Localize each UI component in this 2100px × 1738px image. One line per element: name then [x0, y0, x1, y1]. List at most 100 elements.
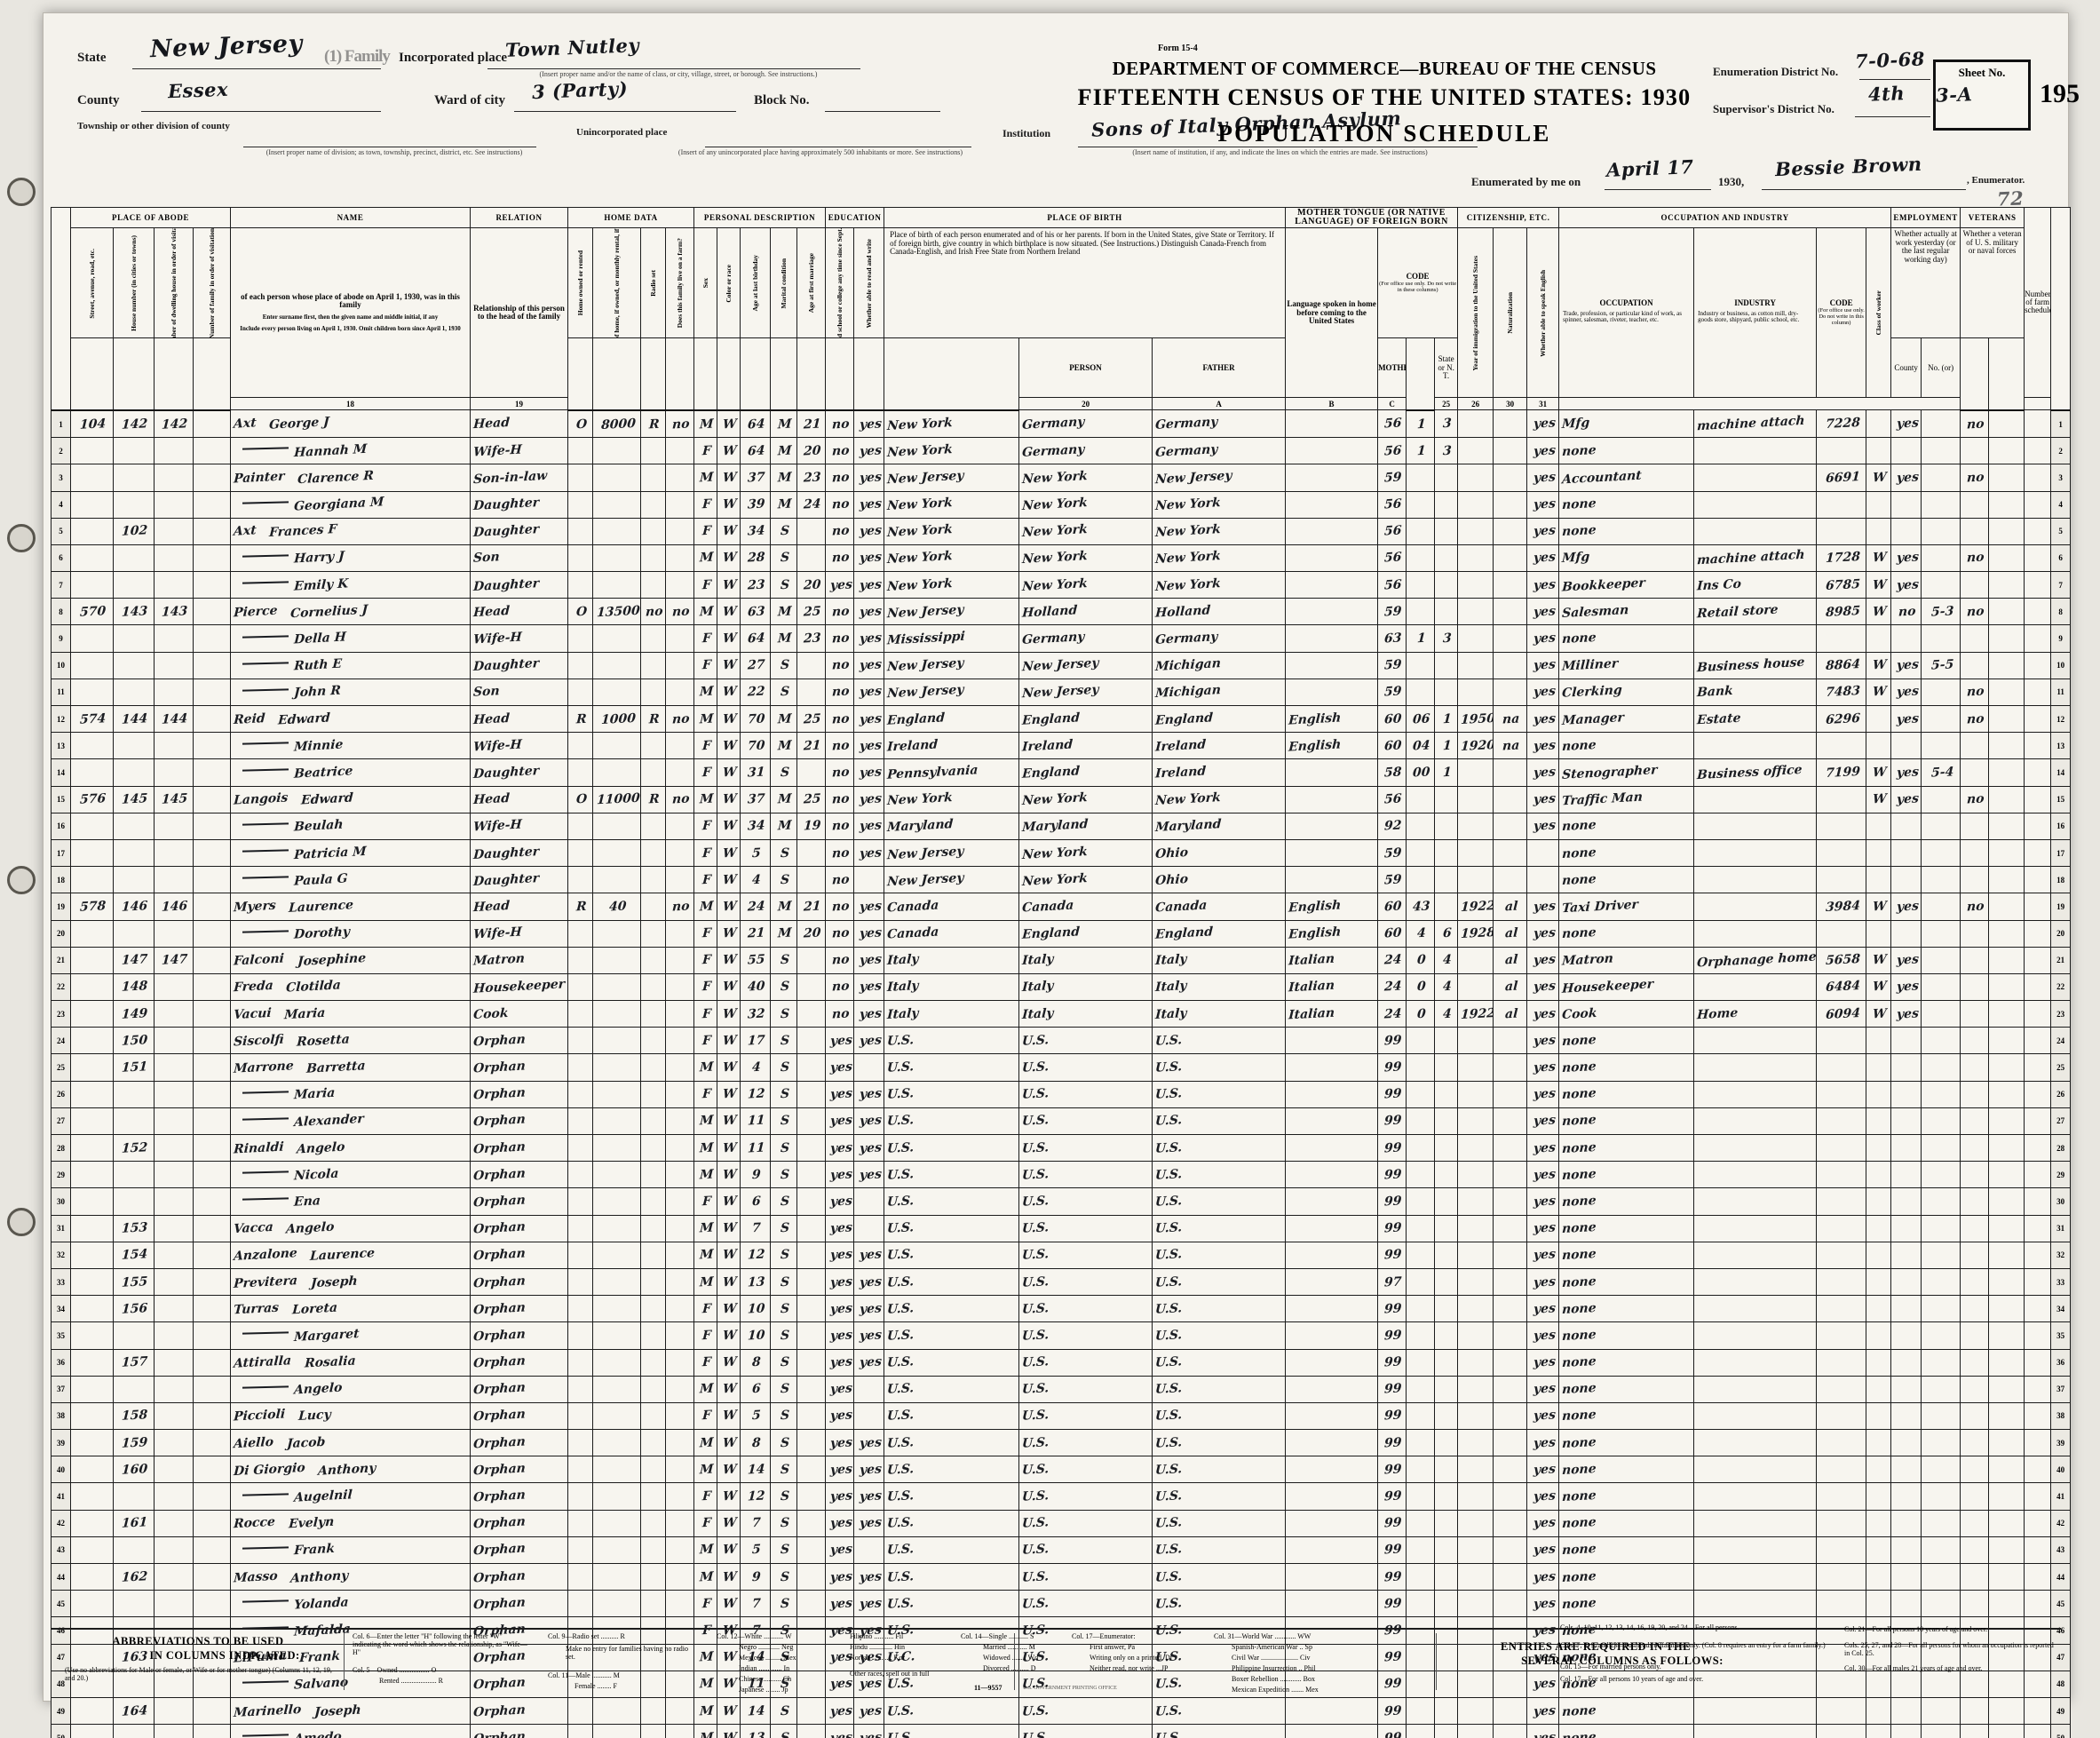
cell-ind: [1693, 1724, 1818, 1738]
cell-value: [592, 1080, 642, 1108]
cell-name: Axt George J: [230, 409, 472, 439]
cell-cls: W: [1866, 946, 1892, 974]
col-class-worker: Class of worker: [1866, 227, 1892, 399]
cell-war: [1988, 490, 2025, 519]
table-row[interactable]: 4 Georgiana M Daughter F W 39 M 24 no yes New York…: [51, 490, 2072, 519]
table-row[interactable]: 13 Minnie Wife-H F W 70 M 21 no yes Ireland Ireland…: [51, 732, 2072, 760]
cell-color: W: [717, 598, 741, 626]
cell-house: 150: [113, 1027, 155, 1055]
table-row[interactable]: 3 Painter Clarence R Son-in-law M W 37 M 23 no ye…: [51, 464, 2072, 492]
cell-farm: [665, 1375, 695, 1403]
row-line-number-right: 8: [2050, 598, 2072, 626]
row-line-number: 30: [51, 1187, 71, 1216]
table-row[interactable]: 2 Hannah M Wife-H F W 64 M 20 no yes New York Germa…: [51, 437, 2072, 465]
cell-family: [192, 1375, 232, 1403]
enumerated-date: April 17: [1605, 155, 1694, 181]
cell-code2: [1816, 1401, 1867, 1431]
cell-imm: [1457, 464, 1494, 492]
row-line-number-right: 31: [2050, 1214, 2072, 1242]
cell-lang: [1285, 1187, 1379, 1216]
cell-sex: M: [693, 1214, 718, 1242]
cell-owned: [567, 946, 594, 974]
table-row[interactable]: 8 570 143 143 Pierce Cornelius J Head O 13500 no…: [51, 598, 2072, 626]
row-line-number-right: 38: [2050, 1401, 2072, 1431]
cell-rw: yes: [853, 1562, 885, 1591]
cell-code2: 1728: [1816, 544, 1867, 573]
table-row[interactable]: 9 Della H Wife-H F W 64 M 23 no yes Mississippi Ger…: [51, 624, 2072, 653]
cell-unemp: [1921, 893, 1961, 921]
col-street: Street, avenue, road, etc.: [70, 227, 114, 339]
cell-lang: [1285, 812, 1379, 840]
table-row[interactable]: 19 578 146 146 Myers Laurence Head R 40 no M W 24 M 2…: [51, 893, 2072, 921]
cell-dwelling: [154, 972, 194, 1002]
cell-father: U.S.: [1018, 1401, 1153, 1431]
table-row[interactable]: 16 Beulah Wife-H F W 34 M 19 no yes Maryland Maryla…: [51, 812, 2072, 840]
row-line-number: 24: [51, 1027, 71, 1055]
cell-marital: S: [770, 1536, 798, 1565]
cell-codeA: 99: [1377, 1133, 1407, 1163]
cell-codeC: [1434, 1375, 1459, 1403]
table-row[interactable]: 20 Dorothy Wife-H F W 21 M 20 no yes Canada England…: [51, 919, 2072, 948]
cell-rw: yes: [853, 1133, 885, 1163]
cell-house: [113, 490, 155, 519]
unincorporated-rule: [705, 131, 971, 147]
cell-sex: F: [693, 1482, 718, 1511]
cell-rw: yes: [853, 972, 885, 1002]
cell-eng: yes: [1526, 1536, 1560, 1565]
table-row[interactable]: 7 Emily K Daughter F W 23 S 20 yes yes New York New…: [51, 571, 2072, 599]
cell-code2: [1816, 1053, 1867, 1082]
cell-house: [113, 1536, 155, 1565]
sheet-number-box: Sheet No. 3-A: [1933, 60, 2031, 131]
cell-fs: [2024, 946, 2052, 974]
cell-name: Amedo: [230, 1724, 472, 1738]
col5-rented: Rented .................... R: [379, 1677, 443, 1685]
cell-war: [1988, 758, 2025, 787]
cell-lang: [1285, 838, 1379, 868]
colnum-28: 25: [1434, 397, 1459, 411]
cell-house: 155: [113, 1267, 155, 1297]
cell-farm: [665, 1429, 695, 1457]
cell-value: [592, 946, 642, 974]
cell-value: [592, 1241, 642, 1269]
col17-b: First answer, Pa: [1090, 1643, 1136, 1651]
cell-dwelling: [154, 1053, 194, 1082]
